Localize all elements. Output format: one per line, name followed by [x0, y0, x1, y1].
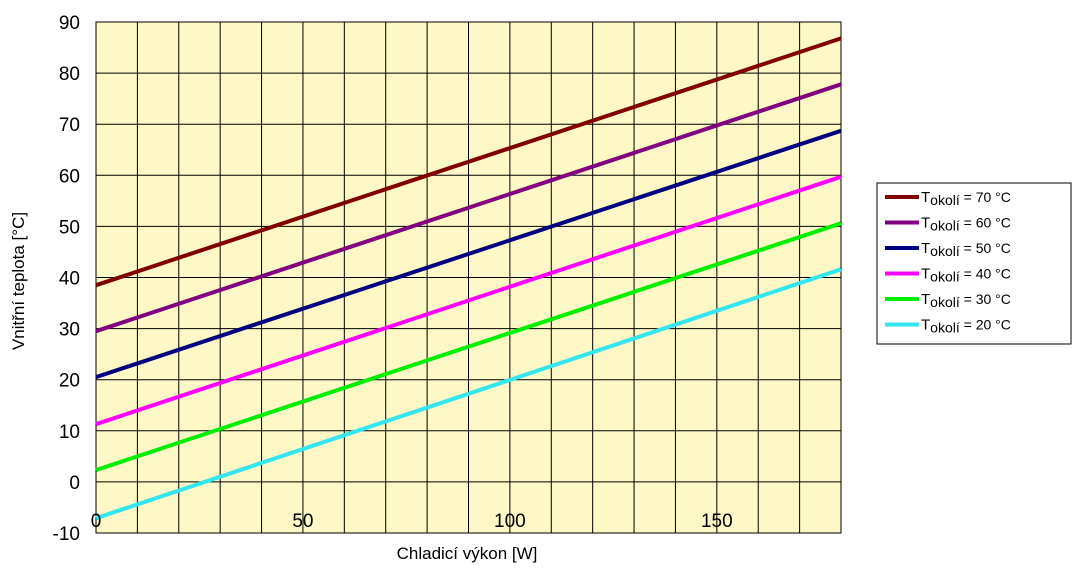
y-tick-label: 70: [59, 115, 80, 136]
x-tick-label: 50: [292, 511, 313, 532]
y-tick-label: 0: [69, 473, 80, 494]
series-line-4: [95, 174, 842, 427]
legend-box: [876, 182, 1072, 345]
series-lines: [95, 36, 842, 521]
legend-label: Tokolí = 20 °C: [921, 317, 1011, 336]
y-tick-label: 20: [59, 371, 80, 392]
legend: Tokolí = 70 °C Tokolí = 60 °C Tokolí = 50 …: [876, 182, 1072, 345]
legend-label: Tokolí = 40 °C: [921, 266, 1011, 285]
x-tick-label: 100: [494, 511, 526, 532]
x-axis-label: Chladicí výkon [W]: [397, 544, 538, 563]
y-tick-label: 10: [59, 422, 80, 443]
y-tick-label: 80: [59, 64, 80, 85]
series-line-5: [95, 221, 842, 472]
x-tick-label: 150: [701, 511, 733, 532]
series-line-3: [95, 128, 842, 379]
y-axis-label: Vnitřní teplota [°C]: [9, 212, 28, 350]
y-tick-label: 60: [59, 166, 80, 187]
series-line-1: [95, 36, 842, 288]
legend-label: Tokolí = 50 °C: [921, 240, 1011, 259]
legend-label: Tokolí = 60 °C: [921, 215, 1011, 234]
gridlines: [95, 21, 842, 534]
y-tick-label: 90: [59, 13, 80, 34]
y-tick-label: -10: [53, 524, 80, 545]
series-line-6: [95, 267, 842, 521]
legend-label: Tokolí = 30 °C: [921, 291, 1011, 310]
y-tick-labels: -10 0 10 20 30 40 50 60 70 80 90: [53, 13, 80, 545]
y-tick-label: 40: [59, 269, 80, 290]
series-line-2: [95, 82, 842, 334]
x-tick-labels: 0 50 100 150: [91, 511, 733, 532]
legend-label: Tokolí = 70 °C: [921, 189, 1011, 208]
y-tick-label: 50: [59, 217, 80, 238]
x-tick-label: 0: [91, 511, 102, 532]
y-tick-label: 30: [59, 320, 80, 341]
